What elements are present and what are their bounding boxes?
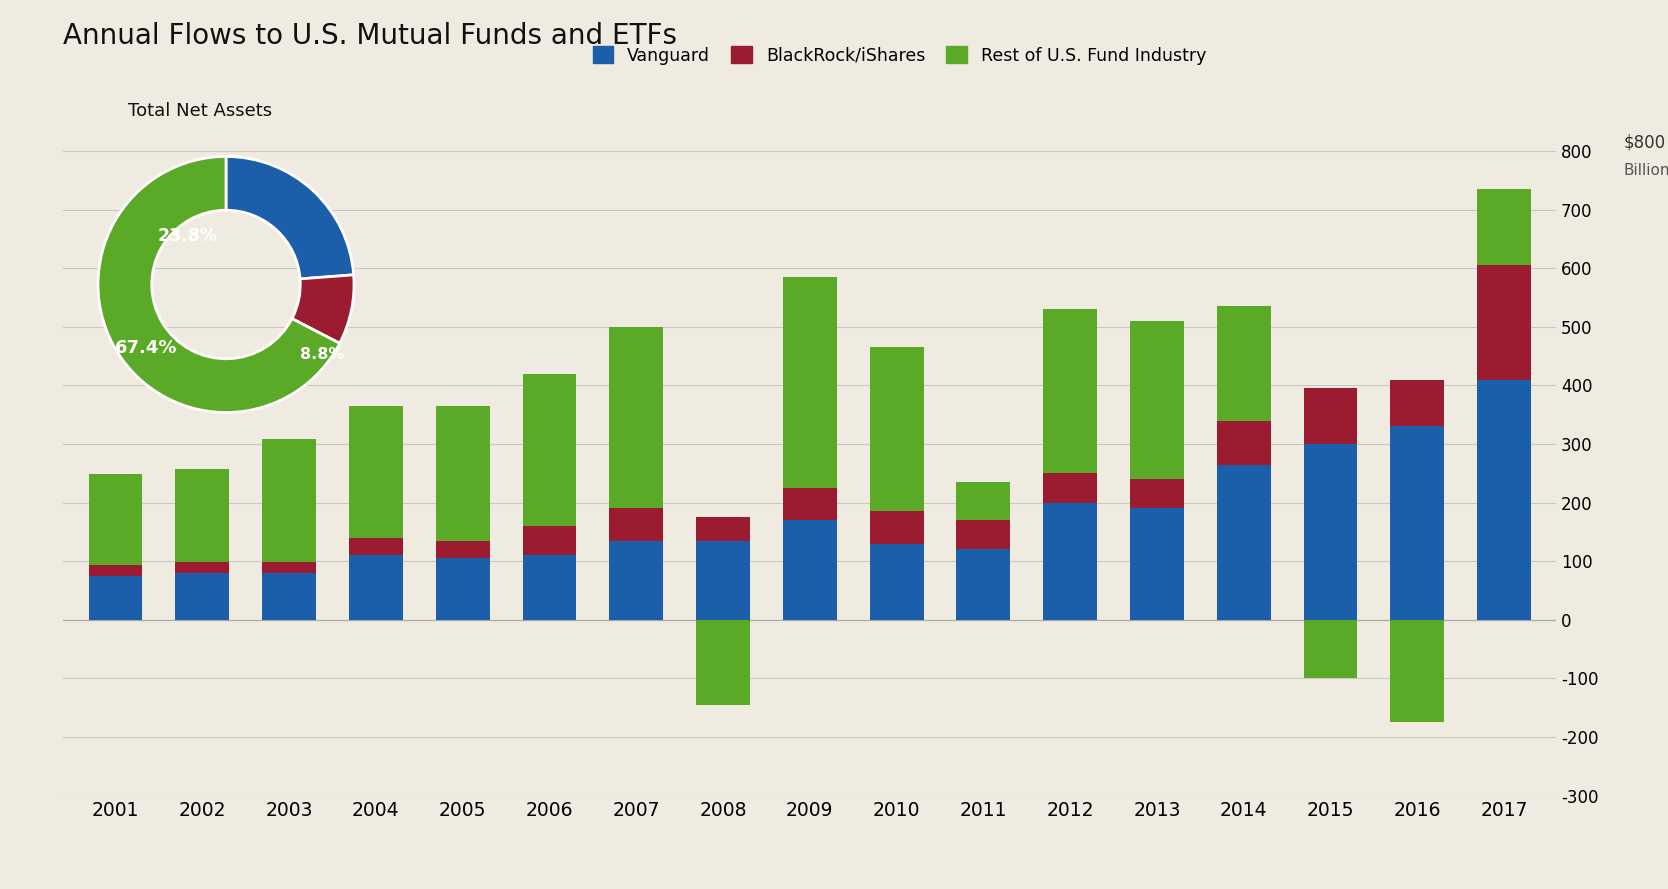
Title: Total Net Assets: Total Net Assets [128, 102, 272, 120]
Bar [696, 620, 751, 705]
Bar [349, 538, 402, 556]
Bar [1478, 189, 1531, 265]
Bar [1218, 306, 1271, 420]
Bar [1478, 265, 1531, 380]
Bar [1042, 473, 1098, 502]
Bar [1304, 620, 1358, 678]
Text: 8.8%: 8.8% [300, 348, 344, 363]
Text: Billion: Billion [1623, 164, 1668, 178]
Text: 67.4%: 67.4% [115, 340, 177, 357]
Bar [1391, 620, 1444, 723]
Bar [435, 558, 489, 620]
Bar [175, 573, 229, 620]
Bar [262, 563, 315, 573]
Wedge shape [98, 156, 340, 412]
Bar [1131, 321, 1184, 479]
Bar [175, 469, 229, 563]
Bar [609, 327, 664, 509]
Bar [782, 277, 837, 488]
Bar [782, 488, 837, 520]
Bar [435, 541, 489, 558]
Bar [956, 482, 1011, 520]
Bar [869, 511, 924, 544]
Bar [349, 406, 402, 538]
Bar [956, 549, 1011, 620]
Bar [262, 573, 315, 620]
Bar [1042, 502, 1098, 620]
Bar [1391, 380, 1444, 427]
Bar [175, 563, 229, 573]
Bar [1304, 388, 1358, 444]
Bar [1304, 444, 1358, 620]
Bar [1478, 380, 1531, 620]
Bar [435, 406, 489, 541]
Bar [696, 541, 751, 620]
Bar [1131, 479, 1184, 509]
Bar [609, 509, 664, 541]
Bar [869, 544, 924, 620]
Bar [1131, 509, 1184, 620]
Bar [88, 475, 142, 565]
Bar [1042, 309, 1098, 473]
Bar [956, 520, 1011, 549]
Bar [88, 565, 142, 576]
Bar [782, 520, 837, 620]
Bar [88, 576, 142, 620]
Legend: Vanguard, BlackRock/iShares, Rest of U.S. Fund Industry: Vanguard, BlackRock/iShares, Rest of U.S… [585, 39, 1213, 71]
Bar [1218, 420, 1271, 464]
Text: $800: $800 [1623, 133, 1666, 151]
Bar [522, 556, 577, 620]
Text: Annual Flows to U.S. Mutual Funds and ETFs: Annual Flows to U.S. Mutual Funds and ET… [63, 22, 677, 50]
Bar [609, 541, 664, 620]
Bar [349, 556, 402, 620]
Bar [522, 373, 577, 526]
Wedge shape [292, 275, 354, 343]
Bar [1391, 427, 1444, 620]
Bar [869, 348, 924, 511]
Wedge shape [225, 156, 354, 279]
Bar [262, 439, 315, 563]
Bar [696, 517, 751, 541]
Bar [522, 526, 577, 556]
Text: 23.8%: 23.8% [157, 228, 217, 245]
Bar [1218, 464, 1271, 620]
